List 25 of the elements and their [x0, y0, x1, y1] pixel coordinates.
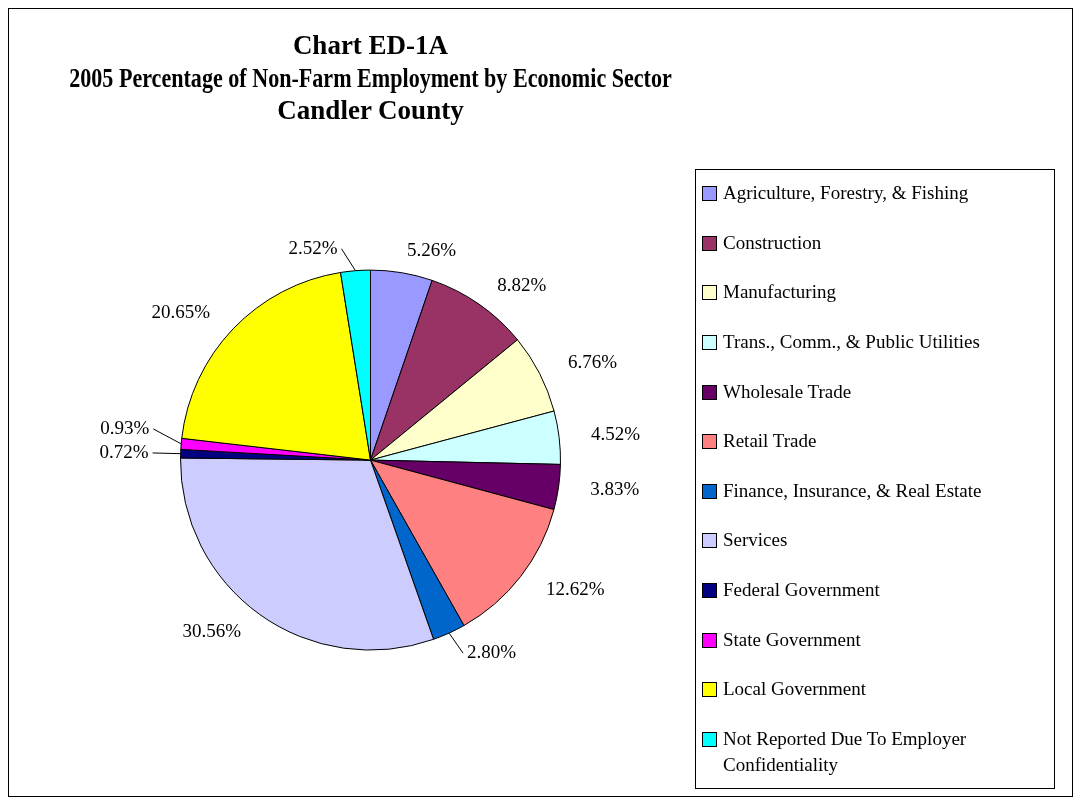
- legend-label: Trans., Comm., & Public Utilities: [723, 329, 980, 354]
- legend-label: Retail Trade: [723, 429, 817, 454]
- legend-label: Local Government: [723, 677, 866, 702]
- data-label: 0.72%: [99, 440, 149, 462]
- data-label: 0.93%: [100, 416, 150, 438]
- legend-label: Services: [723, 528, 788, 553]
- data-label: 12.62%: [545, 578, 605, 600]
- legend-label: Federal Government: [723, 578, 880, 602]
- data-label: 8.82%: [497, 274, 547, 296]
- legend-label: Agriculture, Forestry, & Fishing: [723, 181, 969, 205]
- legend-label: Not Reported Due To Employer Confidentiality: [723, 726, 968, 777]
- legend-label: Wholesale Trade: [723, 379, 852, 404]
- data-label: 2.52%: [288, 236, 338, 258]
- data-label: 20.65%: [151, 301, 211, 323]
- legend-label: Finance, Insurance, & Real Estate: [723, 478, 982, 503]
- data-label: 4.52%: [590, 422, 641, 444]
- data-label: 3.83%: [590, 478, 640, 500]
- data-label: 2.80%: [467, 641, 517, 663]
- data-label: 6.76%: [568, 351, 618, 373]
- legend-label: State Government: [723, 627, 861, 652]
- legend-label: Construction: [723, 230, 822, 255]
- chart-title: Chart ED-1A 2005 Percentage of Non-Farm Employment by Economic Sector Candler County: [69, 30, 672, 125]
- data-label: 30.56%: [182, 620, 242, 642]
- data-label: 5.26%: [407, 238, 457, 260]
- legend-label: Manufacturing: [723, 280, 836, 305]
